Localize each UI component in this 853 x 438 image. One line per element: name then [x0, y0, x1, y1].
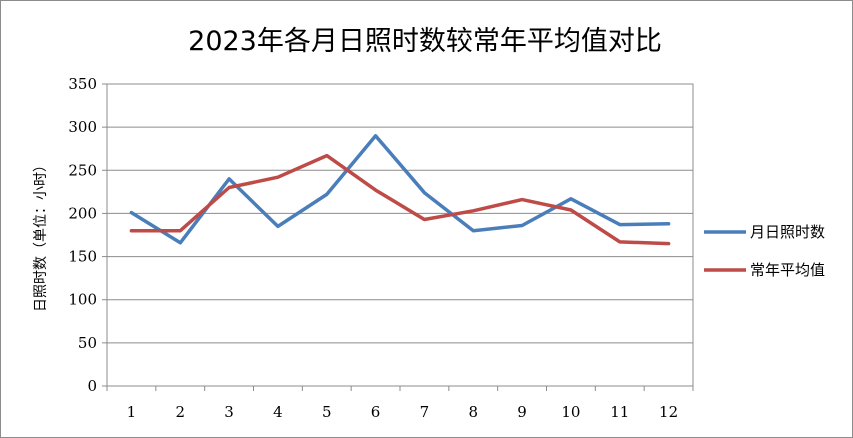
- x-tick-label: 1: [127, 403, 137, 421]
- x-tick-label: 6: [371, 403, 381, 421]
- y-tick-label: 150: [68, 248, 97, 266]
- y-tick-label: 100: [68, 291, 97, 309]
- x-tick-label: 2: [175, 403, 185, 421]
- series-lines: [129, 134, 671, 246]
- y-tick-label: 0: [87, 377, 97, 395]
- y-tick-label: 350: [68, 75, 97, 93]
- x-tick-label: 7: [420, 403, 430, 421]
- y-tick-label: 250: [68, 161, 97, 179]
- x-tick-label: 12: [659, 403, 678, 421]
- y-axis: 0 50 100 150 200 250 300 350: [68, 75, 107, 395]
- x-tick-label: 3: [224, 403, 234, 421]
- x-tick-label: 4: [273, 403, 283, 421]
- x-tick-label: 9: [517, 403, 527, 421]
- x-tick-label: 10: [561, 403, 580, 421]
- x-tick-label: 11: [610, 403, 629, 421]
- x-tick-label: 5: [322, 403, 332, 421]
- legend-label-2: 常年平均值: [750, 261, 825, 279]
- series-line-2: [129, 153, 671, 246]
- legend-label-1: 月日照时数: [750, 223, 825, 241]
- gridlines: [107, 126, 693, 344]
- y-axis-label: 日照时数（单位：小时）: [33, 158, 49, 312]
- y-tick-label: 200: [68, 204, 97, 222]
- x-tick-label: 8: [468, 403, 478, 421]
- plot-area: [106, 83, 694, 387]
- series-line-1: [129, 134, 671, 245]
- y-tick-label: 300: [68, 118, 97, 136]
- x-axis: 1 2 3 4 5 6 7 8 9 10 11 12: [106, 386, 694, 421]
- chart-title: 2023年各月日照时数较常年平均值对比: [188, 26, 662, 57]
- y-tick-label: 50: [78, 334, 97, 352]
